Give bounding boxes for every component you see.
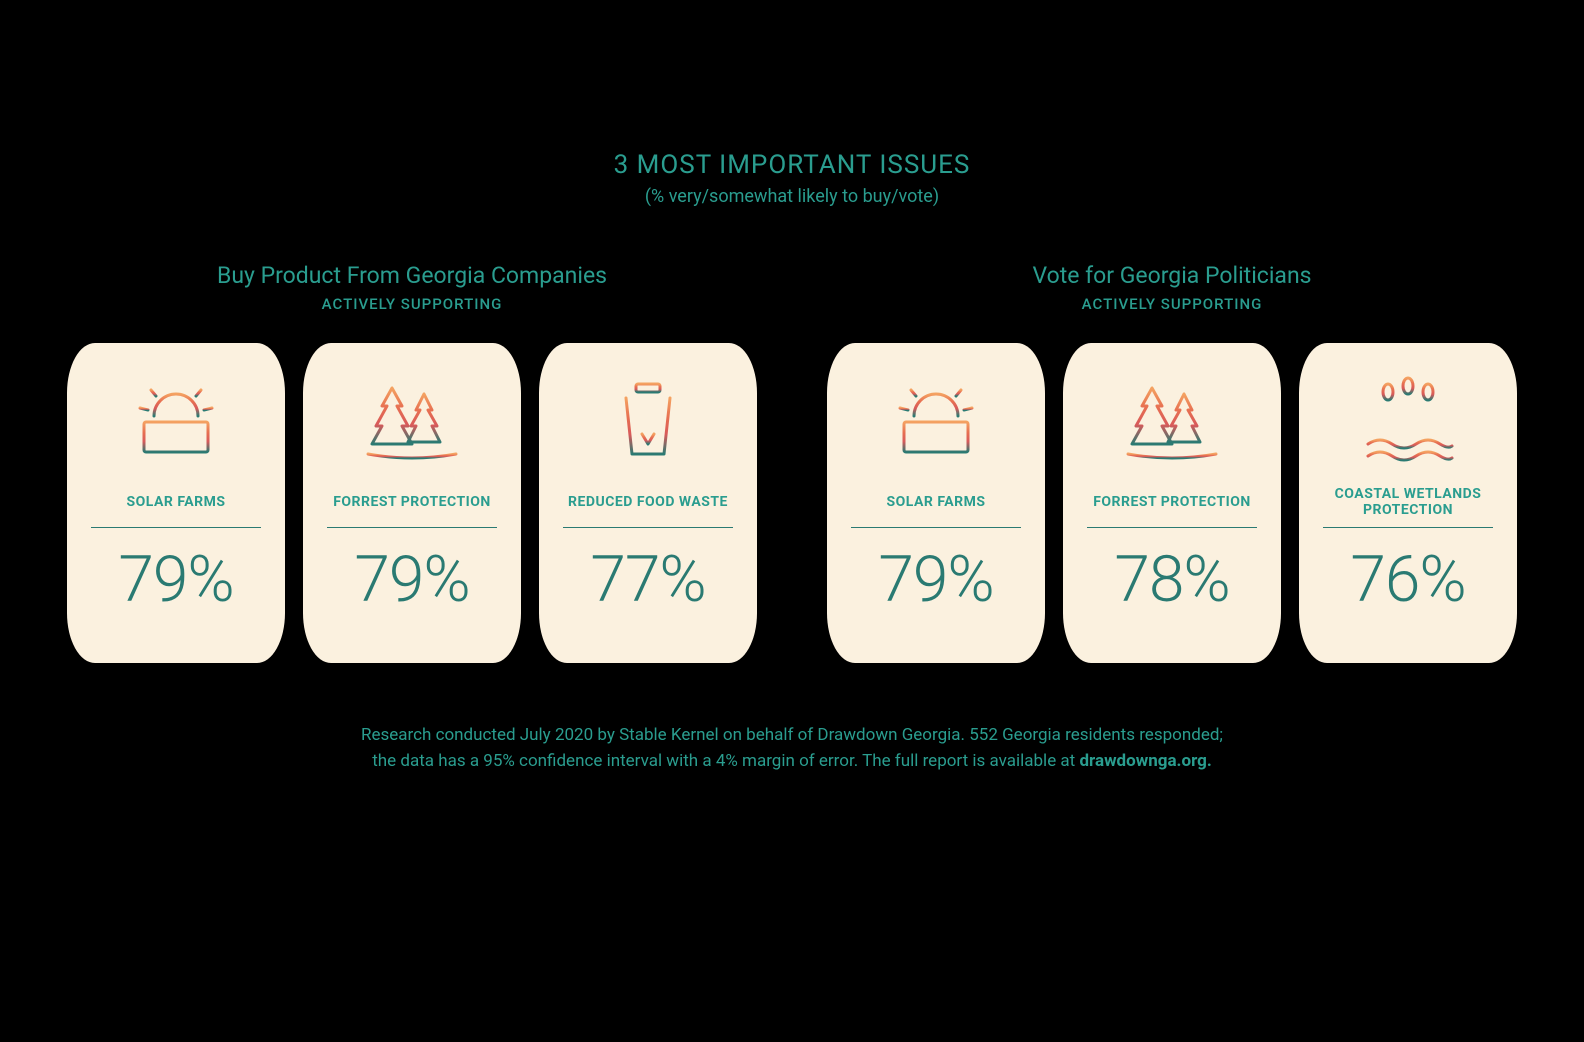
foodwaste-icon	[598, 371, 698, 471]
footnote: Research conducted July 2020 by Stable K…	[0, 723, 1584, 774]
main-title: 3 MOST IMPORTANT ISSUES	[0, 150, 1584, 180]
footnote-link: drawdownga.org.	[1079, 751, 1211, 771]
card-value: 78%	[1114, 542, 1229, 617]
card-label: FORREST PROTECTION	[333, 485, 491, 519]
card-value: 79%	[354, 542, 469, 617]
card-foodwaste: REDUCED FOOD WASTE 77%	[539, 343, 757, 663]
card-value: 76%	[1350, 542, 1465, 617]
divider	[327, 527, 497, 528]
header: 3 MOST IMPORTANT ISSUES (% very/somewhat…	[0, 0, 1584, 207]
group-subtitle: ACTIVELY SUPPORTING	[322, 295, 503, 313]
footnote-line1: Research conducted July 2020 by Stable K…	[361, 725, 1223, 745]
forest-icon	[1122, 371, 1222, 471]
group-title: Vote for Georgia Politicians	[1032, 262, 1311, 289]
groups-container: Buy Product From Georgia Companies ACTIV…	[0, 262, 1584, 663]
solar-icon	[126, 371, 226, 471]
card-solar: SOLAR FARMS 79%	[67, 343, 285, 663]
card-label: FORREST PROTECTION	[1093, 485, 1251, 519]
subtitle: (% very/somewhat likely to buy/vote)	[0, 186, 1584, 207]
divider	[1323, 527, 1493, 528]
solar-icon	[886, 371, 986, 471]
divider	[563, 527, 733, 528]
card-label: SOLAR FARMS	[886, 485, 985, 519]
group-buy: Buy Product From Georgia Companies ACTIV…	[67, 262, 757, 663]
divider	[851, 527, 1021, 528]
forest-icon	[362, 371, 462, 471]
card-forest: FORREST PROTECTION 78%	[1063, 343, 1281, 663]
card-solar: SOLAR FARMS 79%	[827, 343, 1045, 663]
card-value: 77%	[590, 542, 705, 617]
wetlands-icon	[1358, 371, 1458, 471]
card-forest: FORREST PROTECTION 79%	[303, 343, 521, 663]
card-wetlands: COASTAL WETLANDS PROTECTION 76%	[1299, 343, 1517, 663]
card-label: COASTAL WETLANDS PROTECTION	[1319, 485, 1497, 519]
divider	[1087, 527, 1257, 528]
cards-row: SOLAR FARMS 79% FORREST PROTECTION 79%	[67, 343, 757, 663]
card-value: 79%	[118, 542, 233, 617]
card-value: 79%	[878, 542, 993, 617]
group-title: Buy Product From Georgia Companies	[217, 262, 607, 289]
card-label: REDUCED FOOD WASTE	[568, 485, 728, 519]
card-label: SOLAR FARMS	[126, 485, 225, 519]
divider	[91, 527, 261, 528]
group-vote: Vote for Georgia Politicians ACTIVELY SU…	[827, 262, 1517, 663]
group-subtitle: ACTIVELY SUPPORTING	[1082, 295, 1263, 313]
footnote-line2: the data has a 95% confidence interval w…	[372, 751, 1079, 771]
cards-row: SOLAR FARMS 79% FORREST PROTECTION 78%	[827, 343, 1517, 663]
